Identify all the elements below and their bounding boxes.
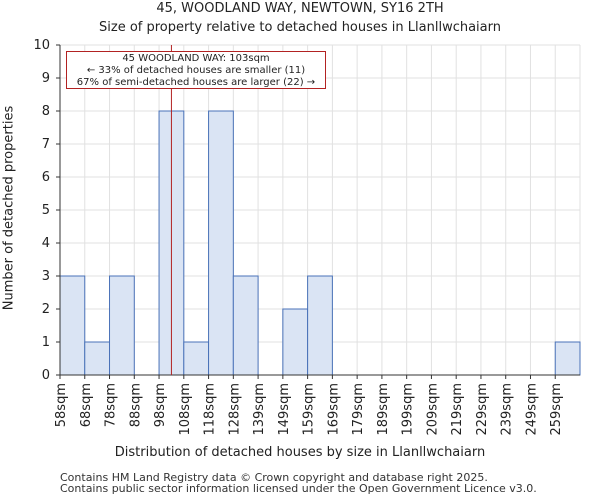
annotation-line-1: 45 WOODLAND WAY: 103sqm [122,53,270,64]
x-tick-label: 118sqm [203,383,218,436]
y-tick-label: 4 [42,236,50,251]
bar [208,110,234,376]
x-tick-label: 239sqm [500,383,515,436]
bar [59,275,86,376]
bar [84,341,111,376]
x-tick-label: 149sqm [277,383,292,436]
x-tick-label: 219sqm [450,383,465,436]
x-tick-label: 189sqm [376,383,391,436]
chart-title: 45, WOODLAND WAY, NEWTOWN, SY16 2TH [156,1,444,16]
x-tick-label: 68sqm [79,383,94,427]
x-tick-label: 98sqm [153,383,168,427]
y-tick-label: 1 [42,335,50,350]
footer-line-2: Contains public sector information licen… [60,482,537,495]
y-tick-label: 8 [42,104,50,119]
bar [307,275,333,376]
x-tick-label: 88sqm [128,383,143,427]
y-tick-label: 5 [42,203,50,218]
y-tick-label: 6 [42,170,50,185]
x-tick-label: 139sqm [252,383,267,436]
bar [282,308,309,376]
x-tick-label: 259sqm [549,383,564,436]
x-axis-label: Distribution of detached houses by size … [114,445,486,460]
bar [554,341,581,376]
footer-line-1: Contains HM Land Registry data © Crown c… [60,471,488,484]
bar [183,341,210,376]
x-tick-label: 58sqm [54,383,69,427]
x-tick-label: 128sqm [227,383,242,436]
x-tick-label: 78sqm [104,383,119,427]
x-tick-label: 209sqm [425,383,440,436]
y-tick-label: 2 [42,302,50,317]
chart-subtitle: Size of property relative to detached ho… [99,20,501,35]
y-tick-label: 10 [33,38,50,53]
x-tick-label: 169sqm [326,383,341,436]
x-tick-label: 108sqm [178,383,193,436]
bar [109,275,135,376]
annotation-line-3: 67% of semi-detached houses are larger (… [76,77,316,88]
annotation-box: 45 WOODLAND WAY: 103sqm ← 33% of detache… [66,51,326,89]
x-tick-label: 229sqm [475,383,490,436]
annotation-line-2: ← 33% of detached houses are smaller (11… [86,65,306,76]
y-tick-label: 3 [42,269,50,284]
x-tick-label: 179sqm [351,383,366,436]
x-tick-label: 159sqm [302,383,317,436]
bar [232,275,259,376]
y-tick-label: 7 [42,137,50,152]
y-tick-label: 0 [42,368,50,383]
y-tick-label: 9 [42,71,50,86]
x-tick-label: 249sqm [524,383,539,436]
x-tick-label: 199sqm [401,383,416,436]
